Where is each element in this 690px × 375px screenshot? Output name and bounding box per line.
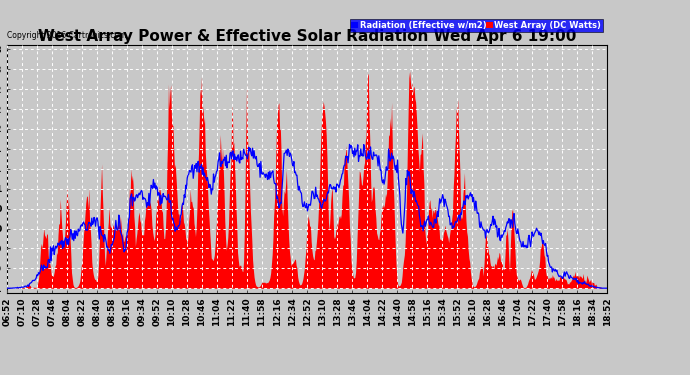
Title: West Array Power & Effective Solar Radiation Wed Apr 6 19:00: West Array Power & Effective Solar Radia…: [38, 29, 576, 44]
Legend: Radiation (Effective w/m2), West Array (DC Watts): Radiation (Effective w/m2), West Array (…: [350, 20, 603, 32]
Text: Copyright 2016 Cartronics.com: Copyright 2016 Cartronics.com: [7, 31, 126, 40]
